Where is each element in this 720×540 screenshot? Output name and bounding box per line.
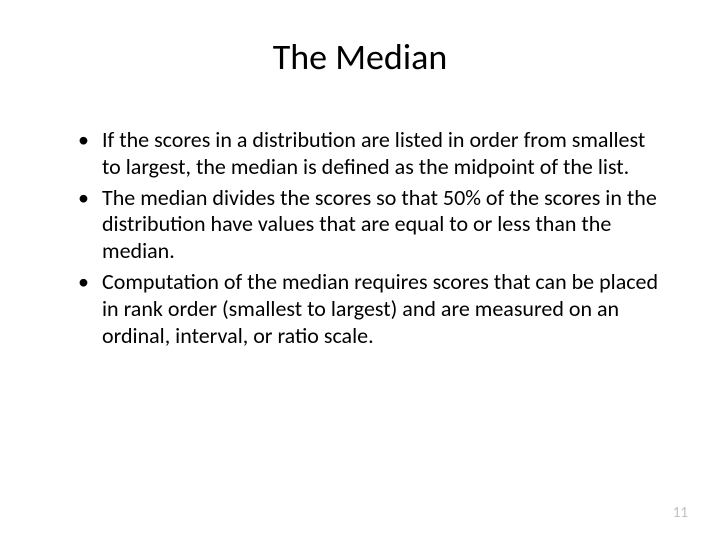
slide-title: The Median [60,35,660,79]
bullet-list: If the scores in a distribution are list… [60,127,660,350]
slide-container: The Median If the scores in a distributi… [0,0,720,540]
bullet-item: The median divides the scores so that 50… [78,185,660,265]
bullet-item: Computation of the median requires score… [78,269,660,349]
bullet-item: If the scores in a distribution are list… [78,127,660,181]
page-number: 11 [673,504,688,522]
